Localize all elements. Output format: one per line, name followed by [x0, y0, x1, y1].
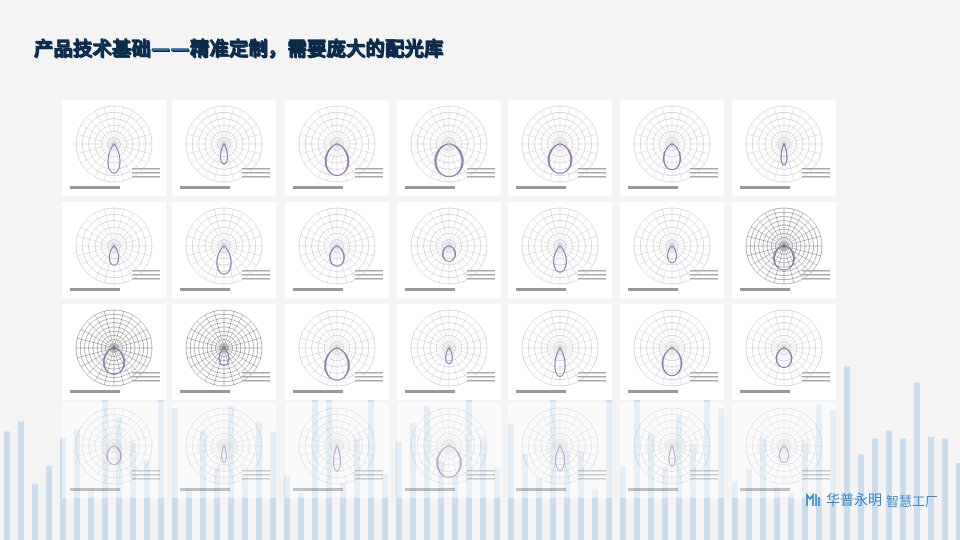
polar-light-distribution-chart — [732, 304, 836, 400]
decorative-bar — [32, 483, 38, 540]
decorative-bar — [662, 466, 668, 540]
decorative-bar — [620, 466, 626, 540]
decorative-bar — [46, 465, 52, 540]
polar-light-distribution-chart — [172, 304, 276, 400]
polar-light-distribution-chart — [62, 100, 166, 196]
polar-light-distribution-chart — [285, 402, 389, 498]
polar-light-distribution-chart — [62, 402, 166, 498]
polar-light-distribution-chart — [285, 100, 389, 196]
decorative-bar — [284, 475, 290, 540]
decorative-bar — [242, 477, 248, 540]
polar-light-distribution-chart — [508, 304, 612, 400]
logo-tagline: 智慧工厂 — [886, 494, 939, 510]
polar-light-distribution-chart — [732, 202, 836, 298]
decorative-bar — [144, 460, 150, 540]
polar-light-distribution-chart — [620, 402, 724, 498]
polar-light-distribution-chart — [397, 402, 501, 498]
polar-light-distribution-chart — [508, 202, 612, 298]
polar-light-distribution-chart — [397, 202, 501, 298]
decorative-bar — [592, 488, 598, 540]
decorative-bar — [914, 382, 920, 540]
decorative-bar — [88, 489, 94, 540]
decorative-bar — [746, 468, 752, 540]
decorative-bar — [536, 478, 542, 540]
logo-mark-icon — [806, 493, 820, 506]
polar-light-distribution-chart — [620, 202, 724, 298]
decorative-bar — [900, 438, 906, 540]
polar-light-distribution-chart — [508, 402, 612, 498]
decorative-bar — [942, 438, 948, 540]
polar-light-distribution-chart — [172, 202, 276, 298]
decorative-bar — [788, 493, 794, 540]
polar-light-distribution-chart — [732, 402, 836, 498]
decorative-bar — [774, 487, 780, 540]
decorative-bar — [732, 480, 738, 540]
polar-light-distribution-chart — [397, 100, 501, 196]
decorative-bar — [872, 438, 878, 540]
polar-light-distribution-chart — [620, 304, 724, 400]
polar-light-distribution-chart — [62, 202, 166, 298]
polar-light-distribution-chart — [285, 304, 389, 400]
polar-light-distribution-chart — [62, 304, 166, 400]
polar-light-distribution-chart — [285, 202, 389, 298]
decorative-bar — [928, 436, 934, 540]
decorative-bar — [340, 483, 346, 540]
decorative-bar — [858, 454, 864, 540]
polar-light-distribution-chart — [732, 100, 836, 196]
decorative-bar — [886, 430, 892, 540]
polar-light-distribution-chart — [508, 100, 612, 196]
decorative-bar — [186, 489, 192, 540]
decorative-bar — [214, 467, 220, 540]
decorative-bar — [4, 431, 10, 540]
company-logo: 华普永明 智慧工厂 — [806, 490, 938, 510]
logo-brand: 华普永明 — [826, 493, 882, 509]
polar-light-distribution-chart — [172, 100, 276, 196]
decorative-bar — [494, 467, 500, 540]
decorative-bar — [18, 421, 24, 540]
decorative-bar — [844, 366, 850, 540]
decorative-bar — [956, 463, 960, 540]
decorative-bar — [382, 473, 388, 540]
polar-light-distribution-chart — [397, 304, 501, 400]
decorative-bar — [438, 460, 444, 540]
slide-title: 产品技术基础——精准定制，需要庞大的配光库 — [34, 38, 444, 61]
decorative-bar — [298, 492, 304, 540]
polar-light-distribution-chart — [172, 402, 276, 498]
decorative-bar — [452, 476, 458, 540]
polar-light-distribution-chart — [620, 100, 724, 196]
